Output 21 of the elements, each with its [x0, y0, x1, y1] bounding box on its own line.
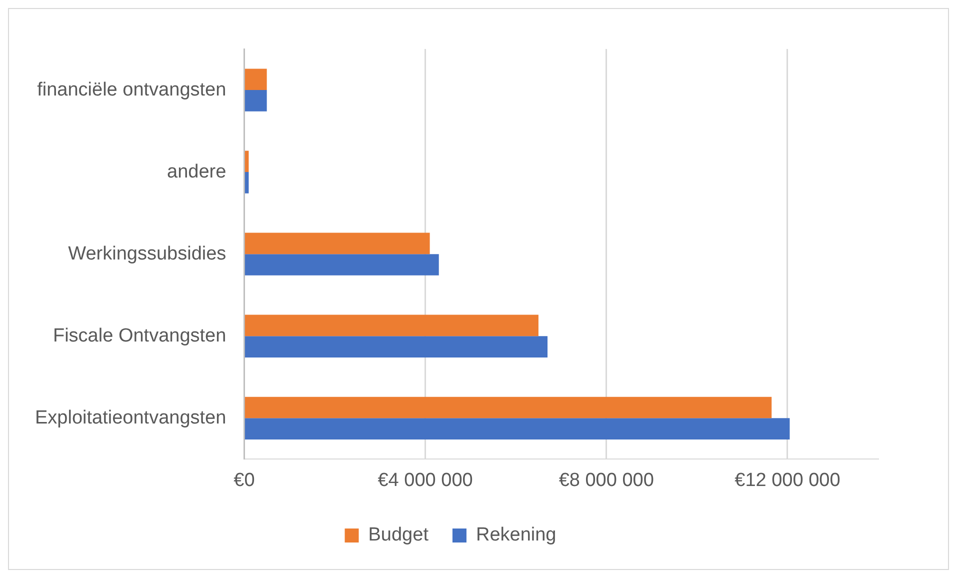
bar	[244, 68, 267, 90]
x-tick-label: €8 000 000	[558, 470, 654, 491]
bar	[244, 150, 249, 172]
x-tick-label: €0	[234, 470, 255, 491]
bar	[244, 254, 439, 276]
x-tick-label: €12 000 000	[734, 470, 840, 491]
y-tick-label: Fiscale Ontvangsten	[52, 325, 226, 346]
legend-label: Rekening	[476, 524, 556, 546]
bar	[244, 172, 249, 194]
bar	[244, 90, 267, 112]
bar	[244, 396, 772, 418]
bar	[244, 314, 538, 336]
y-tick-label: andere	[167, 161, 226, 182]
x-tick-label: €4 000 000	[378, 470, 473, 491]
bar	[244, 336, 548, 358]
y-tick-label: Exploitatieontvangsten	[35, 407, 226, 428]
y-tick-label: financiële ontvangsten	[37, 79, 226, 100]
bar	[244, 418, 790, 440]
bar	[244, 232, 430, 254]
legend-label: Budget	[368, 524, 430, 546]
y-tick-label: Werkingssubsidies	[68, 243, 226, 264]
